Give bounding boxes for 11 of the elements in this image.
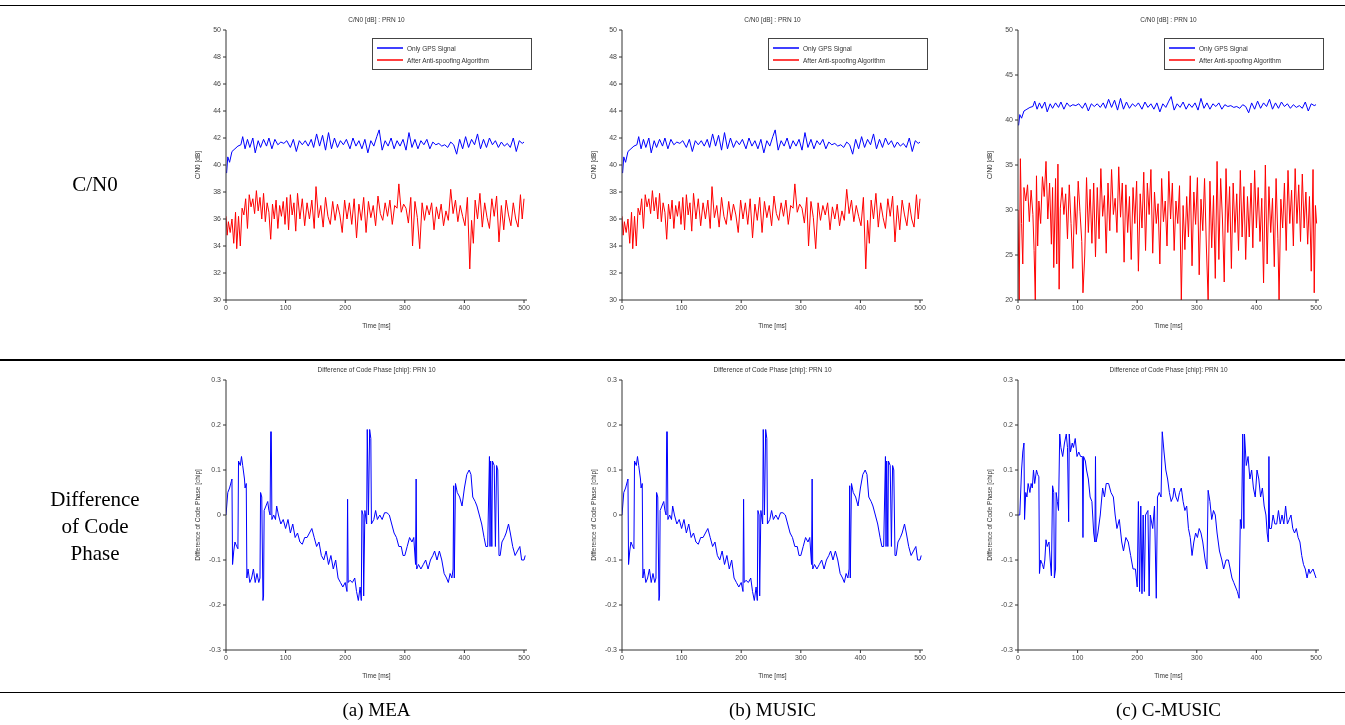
text: (b) MUSIC [727,698,818,722]
line-series [226,429,526,601]
text: (a) MEA [341,698,412,722]
line-series [622,429,922,601]
text: Difference of Code Phase [49,486,141,567]
line-series [1018,96,1317,126]
text: (c) C-MUSIC [1115,698,1222,722]
text: C/N0 [71,171,119,198]
line-series [226,183,525,270]
line-series [622,183,921,270]
line-series [1018,431,1317,599]
